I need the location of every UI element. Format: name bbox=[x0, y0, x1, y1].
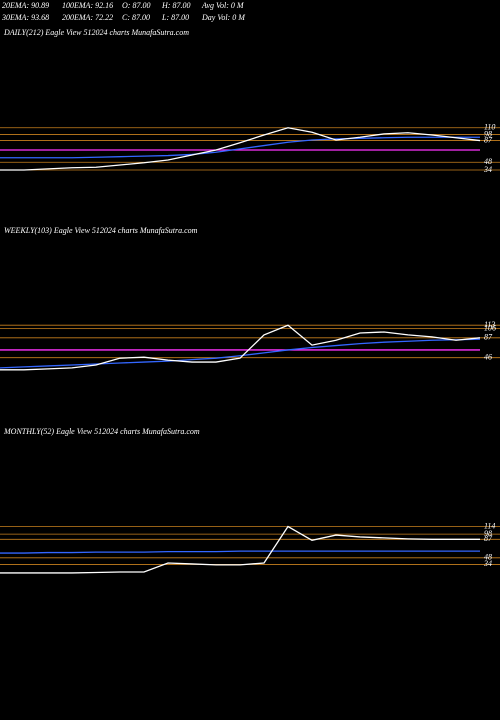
y-tick-label: 34 bbox=[483, 559, 492, 568]
y-tick-label: 114 bbox=[484, 521, 495, 530]
panel-title: WEEKLY(103) Eagle View 512024 charts Mun… bbox=[4, 226, 198, 235]
panel-title: DAILY(212) Eagle View 512024 charts Muna… bbox=[3, 28, 189, 37]
y-tick-label: 98 bbox=[484, 529, 492, 538]
stat: C: 87.00 bbox=[122, 13, 150, 22]
stat: 20EMA: 90.89 bbox=[2, 1, 49, 10]
y-tick-label: 98 bbox=[484, 129, 492, 138]
stat: O: 87.00 bbox=[122, 1, 150, 10]
y-tick-label: 87 bbox=[484, 135, 493, 144]
y-tick-label: 106 bbox=[484, 323, 496, 332]
y-tick-label: 34 bbox=[483, 165, 492, 174]
y-tick-label: 87 bbox=[484, 534, 493, 543]
price-line bbox=[0, 136, 480, 159]
price-line bbox=[0, 525, 480, 574]
price-line bbox=[0, 338, 481, 369]
y-tick-label: 48 bbox=[484, 157, 492, 166]
stat: Day Vol: 0 M bbox=[201, 13, 246, 22]
y-tick-label: 110 bbox=[484, 123, 495, 132]
panel-title: MONTHLY(52) Eagle View 512024 charts Mun… bbox=[3, 427, 200, 436]
stat: 100EMA: 92.16 bbox=[62, 1, 113, 10]
stat: L: 87.00 bbox=[161, 13, 189, 22]
stat: Avg Vol: 0 M bbox=[201, 1, 245, 10]
stat: H: 87.00 bbox=[161, 1, 190, 10]
price-line bbox=[0, 324, 481, 371]
y-tick-label: 46 bbox=[484, 353, 492, 362]
stat: 200EMA: 72.22 bbox=[62, 13, 113, 22]
y-tick-label: 48 bbox=[484, 553, 492, 562]
stat: 30EMA: 93.68 bbox=[1, 13, 49, 22]
y-tick-label: 87 bbox=[484, 333, 493, 342]
price-line bbox=[0, 550, 480, 554]
y-tick-label: 113 bbox=[484, 320, 495, 329]
price-line bbox=[0, 127, 481, 171]
